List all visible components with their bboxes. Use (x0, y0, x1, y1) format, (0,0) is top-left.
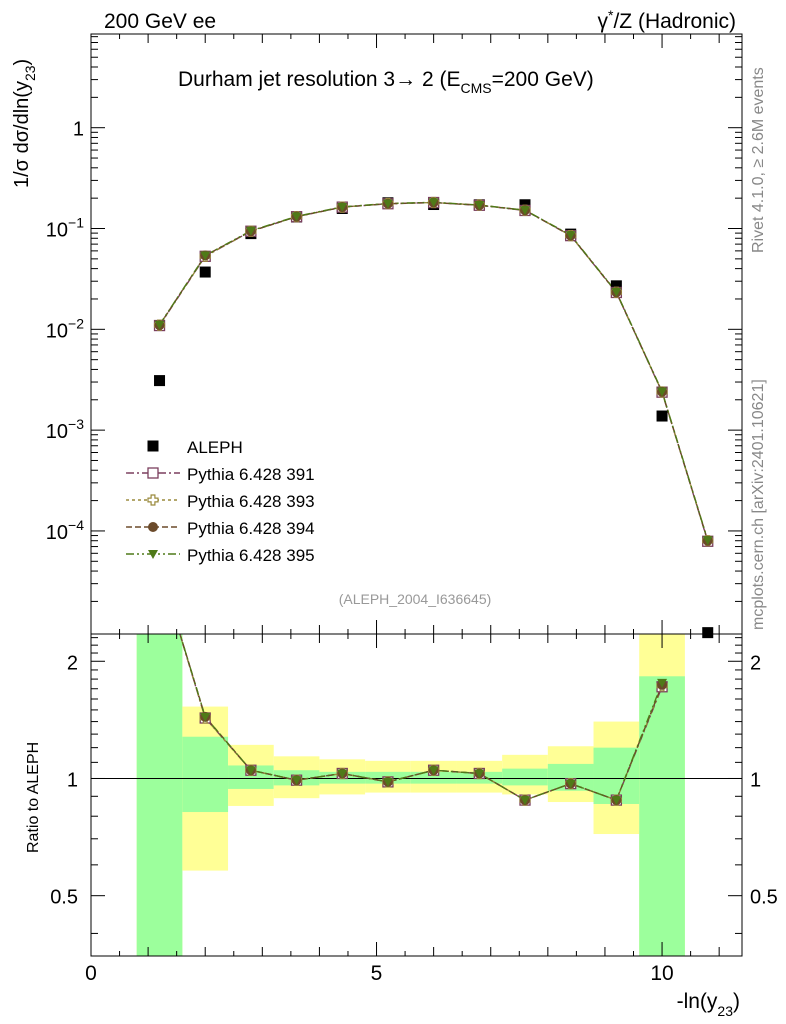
ratio-frame (90, 633, 743, 957)
ratio-point-s3-6 (428, 766, 439, 776)
main-point-s0-1 (199, 266, 211, 278)
ratio-band-stat-8 (502, 768, 548, 786)
main-point-s4-10 (611, 287, 622, 297)
legend: ALEPH Pythia 6.428 391 Pythia 6.428 393 Pyt… (126, 438, 315, 565)
ratio-point-s3-7 (474, 769, 485, 779)
legend-marker-2 (147, 494, 159, 506)
legend-label-2: Pythia 6.428 393 (187, 492, 315, 511)
main-point-s4-5 (382, 199, 393, 209)
main-series-lines (158, 201, 709, 542)
ratio-panel: 2 2 1 1 0.5 0.5 0 5 10 Ratio to ALEPH -ln(y23) (25, 633, 778, 1019)
main-point-s0-0 (154, 375, 166, 387)
ratio-ytick-label-right: 0.5 (750, 887, 778, 909)
ratio-band-stat-11 (639, 676, 685, 956)
main-axes: 1 10−1 10−2 10−3 10−4 (46, 34, 742, 634)
ratio-point-s3-9 (565, 779, 576, 789)
ratio-point-s3-3 (291, 776, 302, 786)
main-point-s4-4 (337, 202, 348, 212)
legend-marker-0 (147, 440, 159, 452)
legend-label-3: Pythia 6.428 394 (187, 519, 315, 538)
main-frame (90, 33, 743, 635)
main-markers (153, 196, 714, 639)
legend-marker-4 (148, 550, 158, 559)
ratio-point-s3-5 (382, 777, 393, 787)
main-ylabel: 1/σ dσ/dln(y23) (11, 59, 38, 188)
ratio-point-s3-4 (337, 769, 348, 779)
main-ytick-label: 10−2 (46, 315, 84, 342)
ratio-point-s3-2 (245, 766, 256, 776)
legend-marker-1 (147, 467, 159, 479)
rivet-label: Rivet 4.1.0, ≥ 2.6M events (750, 67, 767, 253)
ratio-ytick-label-left: 1 (67, 769, 78, 791)
main-ytick-label: 10−4 (46, 517, 84, 544)
main-point-s4-3 (291, 212, 302, 222)
main-point-s4-11 (657, 387, 668, 397)
ratio-line-3 (179, 634, 663, 801)
ratio-point-s3-1 (200, 712, 211, 722)
mcplots-label: mcplots.cern.ch [arXiv:2401.10621] (750, 379, 767, 630)
main-point-s4-1 (200, 251, 211, 261)
legend-label-1: Pythia 6.428 391 (187, 465, 315, 484)
ratio-band-stat-2 (228, 765, 274, 789)
main-point-s4-0 (154, 320, 165, 330)
ratio-ytick-label-right: 2 (750, 652, 761, 674)
ratio-axes: 2 2 1 1 0.5 0.5 0 5 10 (50, 634, 778, 985)
main-point-s4-9 (565, 231, 576, 241)
main-ytick-label: 10−1 (46, 215, 84, 242)
ratio-series-lines (179, 634, 663, 801)
legend-label-0: ALEPH (187, 438, 243, 457)
ratio-xtick-label: 0 (85, 962, 97, 985)
ratio-point-s3-11 (657, 678, 668, 688)
ratio-band-stat-1 (182, 736, 229, 813)
main-title: Durham jet resolution 3→ 2 (ECMS=200 GeV… (178, 68, 594, 96)
legend-marker-3 (148, 522, 158, 532)
main-point-s4-6 (428, 198, 439, 208)
ratio-ylabel: Ratio to ALEPH (25, 742, 42, 853)
main-point-s4-2 (245, 226, 256, 236)
ratio-point-s3-8 (520, 796, 530, 806)
ratio-xtick-label: 10 (650, 962, 673, 985)
ratio-ytick-label-left: 0.5 (50, 887, 78, 909)
ratio-markers (199, 678, 668, 806)
main-point-s4-12 (702, 536, 713, 546)
ratio-bands (136, 634, 685, 956)
header-right: γ*/Z (Hadronic) (598, 7, 736, 33)
main-point-s0-11 (656, 410, 668, 422)
main-point-s0-10 (610, 280, 622, 292)
main-line-2 (158, 201, 709, 541)
main-point-s4-8 (520, 206, 530, 216)
main-point-s4-7 (474, 201, 485, 211)
watermark: (ALEPH_2004_I636645) (339, 591, 492, 607)
ratio-point-s3-10 (611, 796, 622, 806)
main-panel: 1 10−1 10−2 10−3 10−4 Durham jet resolution … (11, 33, 743, 639)
main-line-1 (158, 201, 709, 542)
ratio-ytick-label-right: 1 (750, 769, 761, 791)
legend-label-4: Pythia 6.428 395 (187, 546, 315, 565)
ratio-ytick-label-left: 2 (67, 652, 78, 674)
main-point-s0-12 (702, 627, 714, 639)
ratio-xtick-label: 5 (371, 962, 383, 985)
header-left: 200 GeV ee (104, 10, 216, 33)
main-ytick-label: 10−3 (46, 416, 84, 443)
main-line-4 (158, 201, 709, 541)
main-line-3 (158, 201, 709, 541)
ratio-xlabel: -ln(y23) (677, 990, 740, 1019)
main-ytick-label: 1 (73, 119, 84, 141)
ratio-band-stat-0 (136, 634, 183, 956)
ratio-band-stat-6 (410, 771, 457, 784)
